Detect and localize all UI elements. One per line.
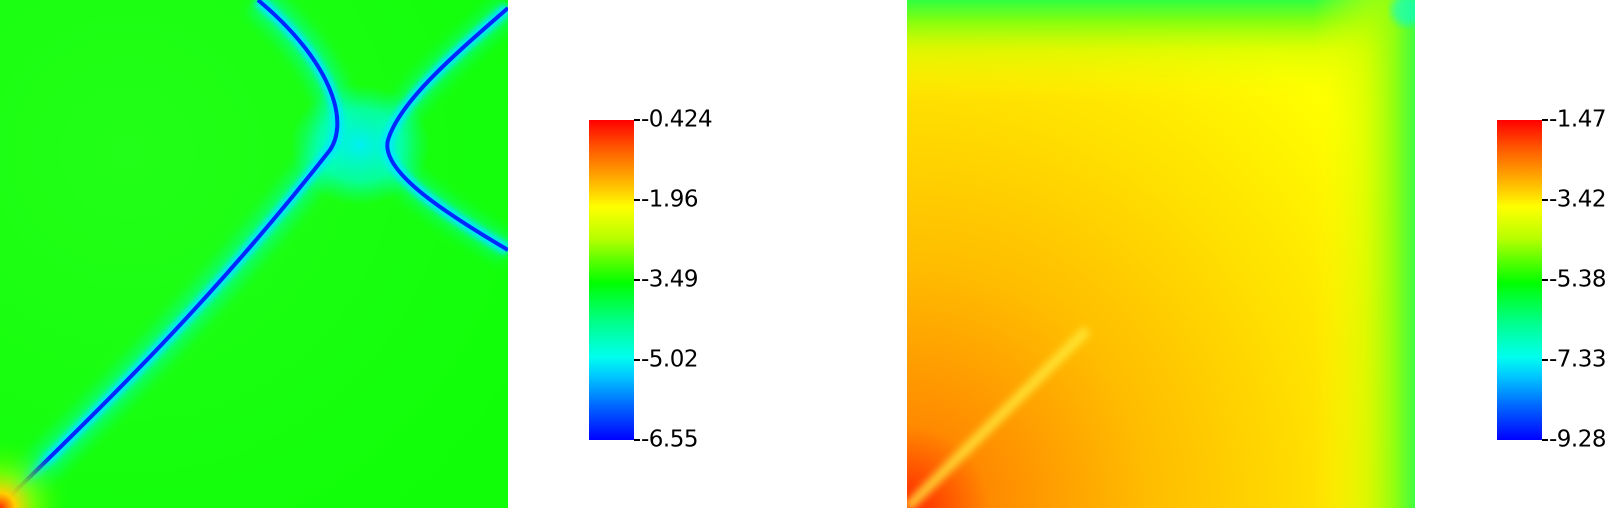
colorbar-left-tick-label: -5.02 [641,346,699,373]
colorbar-right-tick [1542,198,1548,201]
colorbar-left-tick [634,119,640,121]
colorbar-left-gradient [589,120,634,440]
colorbar-right: -1.47 -3.42 -5.38 -7.33 -9.28 [1497,108,1605,451]
colorbar-left-tick-label: -1.96 [641,186,699,213]
colorbar-right-gradient [1497,120,1542,440]
colorbar-left-tick [634,439,640,441]
colorbar-left-tick [634,199,640,202]
colorbar-left-tick [634,279,640,282]
colorbar-right-tick-label: -7.33 [1549,346,1605,373]
heatmap-right-field [907,0,1415,508]
heatmap-left-field [0,0,508,508]
colorbar-left-tick-label: -6.55 [641,426,699,453]
colorbar-right-tick [1542,439,1548,441]
colorbar-left-tick-label: -0.424 [641,106,713,133]
colorbar-right-tick-label: -5.38 [1549,266,1605,293]
colorbar-left-tick-label: -3.49 [641,266,699,293]
colorbar-right-tick-label: -1.47 [1549,106,1605,133]
colorbar-left: -0.424 -1.96 -3.49 -5.02 -6.55 [589,108,713,451]
heatmap-left-panel: -0.424 -1.96 -3.49 -5.02 -6.55 [0,0,713,508]
heatmap-right-panel: -1.47 -3.42 -5.38 -7.33 -9.28 [907,0,1605,508]
colorbar-right-tick [1542,359,1548,362]
colorbar-right-tick-label: -3.42 [1549,186,1605,213]
colorbar-right-tick [1542,119,1548,121]
colorbar-right-tick-label: -9.28 [1549,426,1605,453]
colorbar-right-tick [1542,279,1548,282]
colorbar-left-tick [634,359,640,362]
